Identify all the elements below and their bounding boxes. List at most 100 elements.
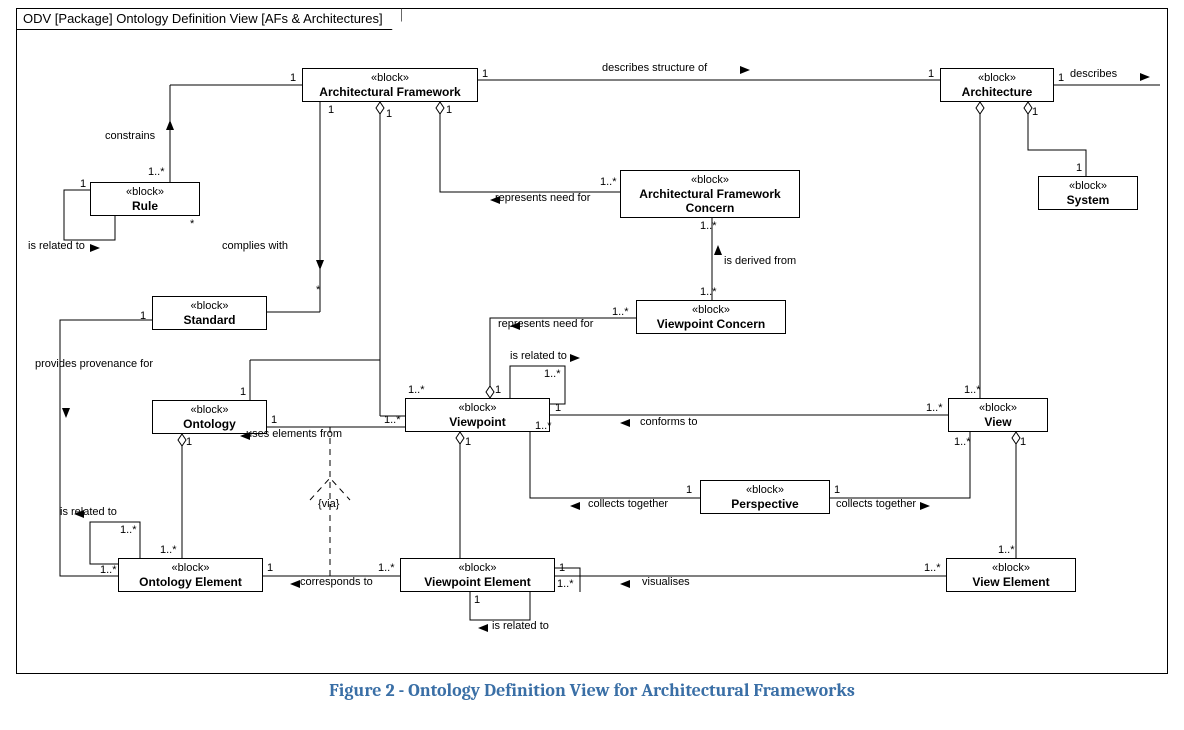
m: 1	[686, 484, 692, 496]
m: 1	[240, 386, 246, 398]
m: 1..*	[926, 402, 943, 414]
m: 1..*	[612, 306, 629, 318]
m: 1..*	[557, 578, 574, 590]
m: 1	[559, 562, 565, 574]
stereo: «block»	[410, 401, 545, 415]
block-viewpoint-concern: «block» Viewpoint Concern	[636, 300, 786, 334]
label-conforms-to: conforms to	[640, 416, 697, 428]
m: 1..*	[100, 564, 117, 576]
name: Ontology Element	[123, 575, 258, 589]
stereo: «block»	[157, 403, 262, 417]
block-viewpoint: «block» Viewpoint	[405, 398, 550, 432]
stereo: «block»	[945, 71, 1049, 85]
block-ontology-element: «block» Ontology Element	[118, 558, 263, 592]
label-describes-structure: describes structure of	[602, 62, 707, 74]
m: 1	[140, 310, 146, 322]
m: *	[316, 284, 320, 296]
label-is-related-to-oel: is related to	[60, 506, 117, 518]
m: 1	[465, 436, 471, 448]
m: 1..*	[998, 544, 1015, 556]
m: 1..*	[544, 368, 561, 380]
m: 1	[386, 108, 392, 120]
m: 1	[834, 484, 840, 496]
block-architecture: «block» Architecture	[940, 68, 1054, 102]
block-architectural-framework: «block» Architectural Framework	[302, 68, 478, 102]
stereo: «block»	[123, 561, 258, 575]
diagram-canvas: ODV [Package] Ontology Definition View […	[0, 0, 1184, 730]
name: Architectural Framework Concern	[625, 187, 795, 215]
block-view-element: «block» View Element	[946, 558, 1076, 592]
block-standard: «block» Standard	[152, 296, 267, 330]
stereo: «block»	[641, 303, 781, 317]
m: 1..*	[600, 176, 617, 188]
m: 1	[555, 402, 561, 414]
m: 1..*	[700, 220, 717, 232]
name: Rule	[95, 199, 195, 213]
m: 1	[328, 104, 334, 116]
label-is-derived-from: is derived from	[724, 255, 796, 267]
stereo: «block»	[953, 401, 1043, 415]
frame-title: ODV [Package] Ontology Definition View […	[16, 8, 402, 30]
name: Architectural Framework	[307, 85, 473, 99]
m: 1	[474, 594, 480, 606]
name: Standard	[157, 313, 262, 327]
figure-caption: Figure 2 - Ontology Definition View for …	[0, 680, 1184, 701]
m: 1..*	[408, 384, 425, 396]
label-corresponds-to: corresponds to	[300, 576, 373, 588]
block-rule: «block» Rule	[90, 182, 200, 216]
m: 1..*	[160, 544, 177, 556]
block-system: «block» System	[1038, 176, 1138, 210]
m: 1	[928, 68, 934, 80]
stereo: «block»	[307, 71, 473, 85]
name: Viewpoint Element	[405, 575, 550, 589]
stereo: «block»	[705, 483, 825, 497]
m: 1	[446, 104, 452, 116]
stereo: «block»	[1043, 179, 1133, 193]
name: System	[1043, 193, 1133, 207]
m: 1	[1058, 72, 1064, 84]
m: *	[190, 218, 194, 230]
m: 1..*	[384, 414, 401, 426]
m: 1	[1020, 436, 1026, 448]
stereo: «block»	[405, 561, 550, 575]
m: 1..*	[954, 436, 971, 448]
block-view: «block» View	[948, 398, 1048, 432]
m: 1	[267, 562, 273, 574]
m: 1	[1032, 106, 1038, 118]
name: Perspective	[705, 497, 825, 511]
label-collects-together-l: collects together	[588, 498, 668, 510]
m: 1..*	[924, 562, 941, 574]
label-complies-with: complies with	[222, 240, 288, 252]
label-provides-provenance: provides provenance for	[35, 358, 153, 370]
stereo: «block»	[625, 173, 795, 187]
label-constrains: constrains	[105, 130, 155, 142]
block-perspective: «block» Perspective	[700, 480, 830, 514]
label-represents-need-for-vpc: represents need for	[498, 318, 593, 330]
stereo: «block»	[951, 561, 1071, 575]
m: 1..*	[378, 562, 395, 574]
m: 1	[495, 384, 501, 396]
m: 1..*	[120, 524, 137, 536]
stereo: «block»	[157, 299, 262, 313]
label-collects-together-r: collects together	[836, 498, 916, 510]
name: Viewpoint	[410, 415, 545, 429]
label-uses-elements-from: uses elements from	[246, 428, 342, 440]
label-is-related-to-vp: is related to	[510, 350, 567, 362]
m: 1	[482, 68, 488, 80]
m: 1..*	[964, 384, 981, 396]
m: 1	[186, 436, 192, 448]
label-is-related-to-rule: is related to	[28, 240, 85, 252]
name: View Element	[951, 575, 1071, 589]
block-viewpoint-element: «block» Viewpoint Element	[400, 558, 555, 592]
m: 1	[290, 72, 296, 84]
name: Viewpoint Concern	[641, 317, 781, 331]
m: 1	[80, 178, 86, 190]
label-is-related-to-vel: is related to	[492, 620, 549, 632]
m: 1	[1076, 162, 1082, 174]
name: Architecture	[945, 85, 1049, 99]
label-represents-need-for-afc: represents need for	[495, 192, 590, 204]
m: 1..*	[700, 286, 717, 298]
m: 1	[271, 414, 277, 426]
m: 1..*	[535, 420, 552, 432]
label-via: {via}	[318, 498, 339, 510]
